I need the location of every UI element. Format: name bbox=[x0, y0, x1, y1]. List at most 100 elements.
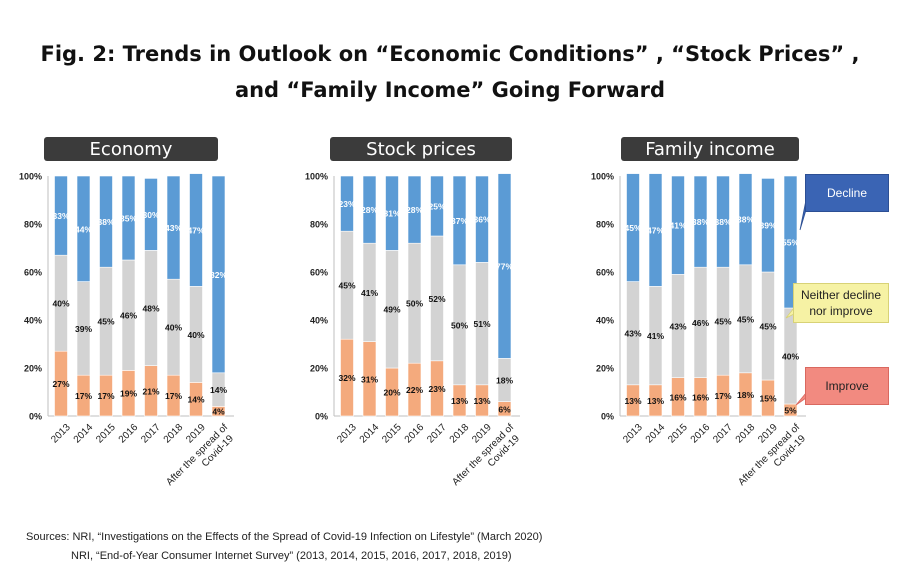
x-tick-label: 2014 bbox=[72, 422, 96, 446]
data-label-improve: 17% bbox=[97, 391, 114, 401]
x-tick-label: 2016 bbox=[689, 422, 713, 446]
data-label-decline: 47% bbox=[647, 226, 664, 236]
data-label-neither: 51% bbox=[473, 319, 490, 329]
y-tick-label: 100% bbox=[591, 172, 614, 182]
data-label-improve: 17% bbox=[714, 391, 731, 401]
chart-title: Economy bbox=[90, 139, 173, 160]
data-label-neither: 41% bbox=[361, 288, 378, 298]
y-tick-label: 60% bbox=[310, 268, 328, 278]
figure-title-line1: Fig. 2: Trends in Outlook on “Economic C… bbox=[40, 42, 860, 66]
data-label-decline: 41% bbox=[669, 221, 686, 231]
legend-decline-callout: Decline bbox=[805, 174, 889, 212]
data-label-improve: 17% bbox=[75, 391, 92, 401]
data-label-improve: 4% bbox=[212, 407, 225, 417]
y-tick-label: 100% bbox=[19, 172, 42, 182]
bar-segment-decline bbox=[452, 175, 467, 266]
y-tick-label: 80% bbox=[24, 220, 42, 230]
data-label-decline: 33% bbox=[52, 211, 69, 221]
bar-segment-decline bbox=[121, 175, 136, 261]
x-tick-label: 2016 bbox=[117, 422, 141, 446]
data-label-improve: 17% bbox=[165, 391, 182, 401]
legend-neither-callout: Neither decline nor improve bbox=[793, 283, 889, 323]
chart-title: Stock prices bbox=[366, 139, 476, 160]
x-tick-label: 2014 bbox=[358, 422, 382, 446]
y-tick-label: 20% bbox=[310, 364, 328, 374]
bar-segment-decline bbox=[54, 175, 68, 256]
bar-segment-decline bbox=[189, 173, 203, 287]
data-label-decline: 36% bbox=[473, 215, 490, 225]
chart-panel-1: Stock prices 0% 20% 40% 60% 80% 100% 32% 45% 23% 2… bbox=[305, 137, 522, 488]
data-label-neither: 41% bbox=[647, 331, 664, 341]
y-tick-label: 40% bbox=[310, 316, 328, 326]
data-label-decline: 45% bbox=[624, 223, 641, 233]
data-label-decline: 25% bbox=[428, 202, 445, 212]
bar-segment-decline bbox=[671, 175, 685, 275]
y-tick-label: 80% bbox=[596, 220, 614, 230]
data-label-improve: 21% bbox=[142, 386, 159, 396]
data-label-decline: 77% bbox=[496, 262, 513, 272]
bar-segment-decline bbox=[76, 175, 91, 282]
data-label-neither: 45% bbox=[97, 317, 114, 327]
x-tick-label: 2013 bbox=[49, 422, 73, 446]
data-label-improve: 13% bbox=[451, 396, 468, 406]
bar-segment-decline bbox=[475, 175, 489, 263]
x-tick-label: 2018 bbox=[162, 422, 186, 446]
data-label-improve: 15% bbox=[759, 394, 776, 404]
data-label-decline: 35% bbox=[120, 214, 137, 224]
y-tick-label: 0% bbox=[29, 412, 42, 422]
data-label-neither: 45% bbox=[338, 281, 355, 291]
data-label-improve: 31% bbox=[361, 374, 378, 384]
figure-title: Fig. 2: Trends in Outlook on “Economic C… bbox=[0, 36, 900, 108]
data-label-neither: 43% bbox=[669, 322, 686, 332]
x-tick-label: 2016 bbox=[403, 422, 427, 446]
data-label-improve: 14% bbox=[187, 395, 204, 405]
data-label-neither: 39% bbox=[75, 324, 92, 334]
x-tick-label: 2015 bbox=[380, 422, 404, 446]
data-label-decline: 55% bbox=[782, 238, 799, 248]
bar-segment-decline bbox=[144, 178, 158, 251]
bar-segment-decline bbox=[761, 178, 775, 273]
data-label-decline: 47% bbox=[187, 226, 204, 236]
data-label-improve: 19% bbox=[120, 389, 137, 399]
y-tick-label: 60% bbox=[596, 268, 614, 278]
data-label-neither: 50% bbox=[451, 320, 468, 330]
data-label-neither: 40% bbox=[165, 323, 182, 333]
data-label-neither: 46% bbox=[692, 318, 709, 328]
data-label-neither: 45% bbox=[759, 322, 776, 332]
data-label-neither: 14% bbox=[210, 385, 227, 395]
data-label-decline: 30% bbox=[142, 210, 159, 220]
data-label-neither: 48% bbox=[142, 304, 159, 314]
data-label-neither: 18% bbox=[496, 376, 513, 386]
data-label-decline: 38% bbox=[97, 217, 114, 227]
x-tick-label: 2017 bbox=[711, 422, 735, 446]
data-label-neither: 40% bbox=[52, 299, 69, 309]
data-label-neither: 45% bbox=[714, 317, 731, 327]
data-label-improve: 13% bbox=[473, 396, 490, 406]
pointer-neither bbox=[785, 307, 795, 319]
data-label-decline: 39% bbox=[759, 221, 776, 231]
data-label-improve: 16% bbox=[669, 392, 686, 402]
data-label-decline: 38% bbox=[714, 217, 731, 227]
bar-segment-decline bbox=[430, 175, 444, 237]
legend-pointers bbox=[785, 199, 807, 406]
data-label-decline: 38% bbox=[737, 215, 754, 225]
data-label-improve: 16% bbox=[692, 392, 709, 402]
data-label-neither: 40% bbox=[782, 352, 799, 362]
x-tick-label: 2013 bbox=[621, 422, 645, 446]
chart-panel-2: Family income 0% 20% 40% 60% 80% 100% 13% 43% 45%… bbox=[591, 137, 808, 488]
y-tick-label: 40% bbox=[24, 316, 42, 326]
data-label-decline: 44% bbox=[75, 224, 92, 234]
data-label-decline: 31% bbox=[383, 209, 400, 219]
data-label-decline: 23% bbox=[338, 199, 355, 209]
bar-segment-decline bbox=[407, 175, 422, 244]
bar-segment-decline bbox=[783, 175, 798, 309]
chart-title-box bbox=[44, 137, 218, 161]
bar-segment-decline bbox=[99, 175, 113, 268]
bar-segment-decline bbox=[738, 173, 753, 266]
data-label-decline: 28% bbox=[361, 205, 378, 215]
sources-note: Sources: NRI, “Investigations on the Eff… bbox=[26, 528, 542, 566]
legend-improve-callout: Improve bbox=[805, 367, 889, 405]
bar-segment-decline bbox=[340, 175, 354, 232]
y-tick-label: 20% bbox=[596, 364, 614, 374]
